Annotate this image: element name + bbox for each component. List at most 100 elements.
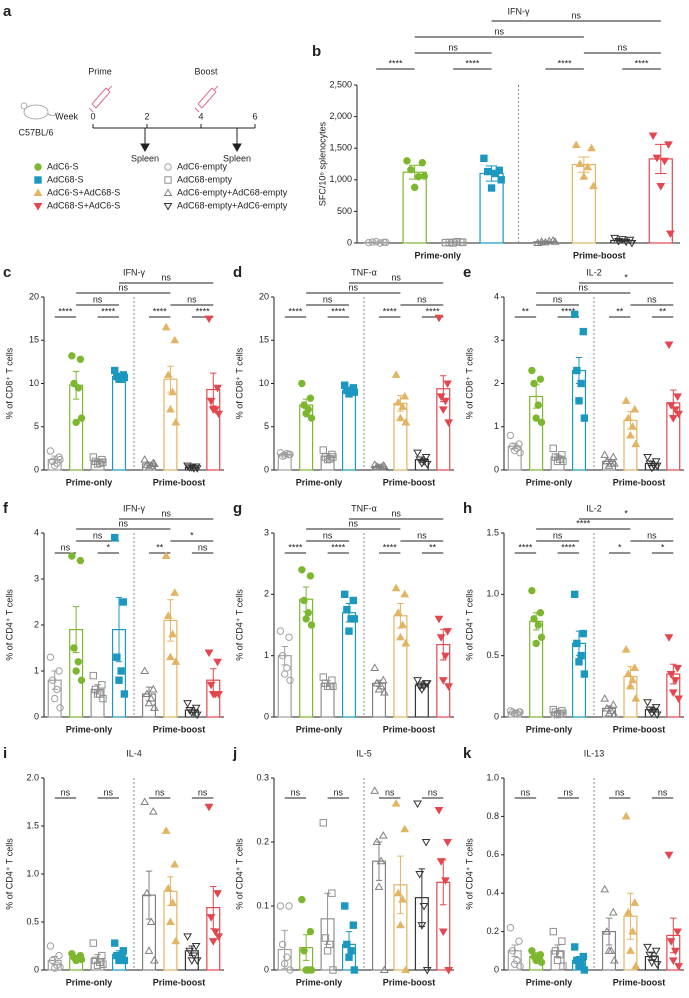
data-point [77, 955, 86, 964]
data-point [350, 615, 359, 623]
data-point [341, 590, 349, 599]
data-point [422, 966, 432, 975]
data-point [91, 956, 100, 965]
data-point [74, 384, 82, 392]
error-bar [539, 240, 552, 243]
y-tick-label: 0.2 [486, 926, 499, 936]
data-point [674, 963, 684, 971]
significance-label: **** [426, 306, 441, 316]
data-point [46, 942, 55, 950]
y-tick-label: 0 [494, 711, 499, 721]
data-point [349, 596, 357, 605]
data-point [321, 453, 330, 461]
data-point [76, 556, 85, 565]
panel-letter: d [233, 264, 242, 281]
panel-title: IFN-γ [123, 267, 145, 277]
data-point [306, 394, 315, 402]
data-point [664, 634, 674, 642]
data-point [119, 947, 127, 955]
data-point [98, 951, 106, 960]
data-point [553, 956, 562, 965]
bar [277, 453, 292, 471]
syringe-icons [88, 85, 219, 113]
data-point [380, 238, 388, 247]
data-point [323, 682, 332, 691]
data-point [647, 710, 657, 718]
significance-label: ** [616, 306, 624, 316]
data-point [575, 397, 583, 405]
data-point [417, 686, 427, 694]
panel-letter: c [3, 264, 11, 281]
data-point [631, 694, 641, 702]
y-tick-label: 3 [34, 573, 39, 583]
data-point [208, 690, 218, 699]
data-point [374, 462, 384, 471]
data-point [163, 611, 173, 619]
data-point [51, 461, 59, 470]
data-point [643, 453, 652, 462]
data-point [99, 458, 107, 466]
group-label: Prime-only [414, 250, 461, 260]
data-point [602, 456, 612, 465]
data-point [534, 621, 542, 629]
data-point [403, 157, 411, 165]
data-point [211, 928, 220, 937]
group-label: Prime-only [296, 477, 343, 487]
data-point [281, 451, 289, 459]
error-bar [72, 606, 80, 654]
data-point [621, 396, 631, 404]
data-point [537, 418, 546, 427]
significance-label: ns [161, 508, 171, 518]
data-point [171, 657, 181, 665]
y-tick-label: 20 [259, 291, 269, 301]
data-point [516, 449, 524, 457]
y-tick-label: 2,500 [329, 79, 352, 89]
data-point [508, 442, 517, 450]
data-point [551, 453, 560, 461]
y-tick-label: 1,000 [329, 174, 352, 184]
panel-letter: a [3, 3, 12, 20]
data-point [549, 927, 557, 936]
data-point [286, 450, 294, 459]
data-point [497, 176, 505, 184]
data-point [673, 393, 682, 401]
data-point [515, 440, 523, 448]
data-point [185, 947, 195, 956]
data-point [600, 450, 610, 458]
data-point [285, 633, 293, 641]
significance-label: ns [119, 282, 129, 292]
data-point [600, 884, 610, 893]
data-point [171, 417, 181, 426]
data-point [396, 413, 405, 422]
group-label: Prime-only [526, 977, 573, 987]
data-point [602, 927, 612, 935]
y-tick-label: 4 [494, 291, 499, 301]
data-point [328, 889, 336, 897]
legend-marker [164, 163, 172, 171]
data-point [536, 375, 545, 383]
bar [414, 684, 429, 718]
significance-label: ns [615, 787, 625, 797]
data-point [307, 414, 316, 422]
panel-title: IL-4 [126, 748, 142, 758]
spleen-label: Spleen [131, 153, 159, 163]
error-bar [485, 165, 498, 182]
data-point [89, 671, 97, 680]
data-point [89, 939, 97, 947]
panel: j IL-5 % of CD4⁺ T cells 0 0.1 0.2 0.3 Prime-on… [232, 745, 454, 987]
data-point [419, 902, 429, 911]
significance-label: ns [521, 787, 531, 797]
y-tick-label: 500 [337, 206, 352, 216]
data-point [589, 181, 598, 190]
data-point [206, 397, 216, 406]
data-point [379, 687, 389, 696]
data-point [571, 590, 579, 599]
data-point [415, 870, 425, 879]
data-point [434, 314, 444, 323]
data-point [391, 799, 401, 807]
significance-label: ns [495, 26, 505, 36]
y-axis-label: % of CD4⁺ T cells [4, 838, 14, 910]
data-point [652, 961, 662, 969]
data-point [163, 883, 173, 892]
